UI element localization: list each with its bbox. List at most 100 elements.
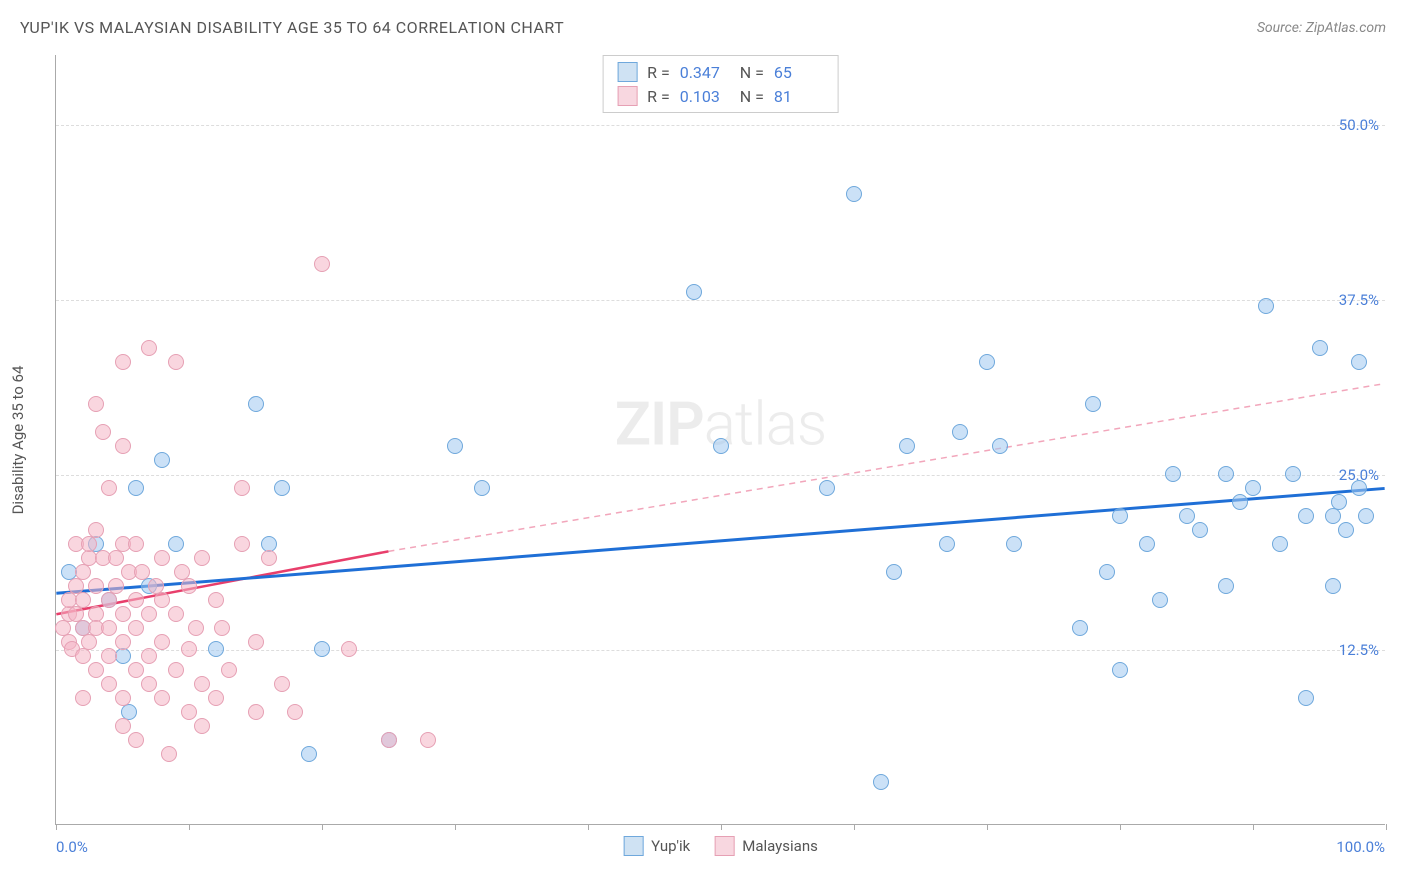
legend-label: Yup'ik — [651, 837, 690, 855]
x-tick — [721, 824, 722, 830]
scatter-point — [154, 634, 170, 650]
scatter-point — [1325, 578, 1341, 594]
scatter-point — [75, 592, 91, 608]
y-axis-title: Disability Age 35 to 64 — [9, 365, 27, 514]
scatter-point — [128, 536, 144, 552]
scatter-point — [1351, 354, 1367, 370]
scatter-point — [75, 690, 91, 706]
scatter-point — [1165, 466, 1181, 482]
scatter-point — [154, 452, 170, 468]
scatter-point — [341, 641, 357, 657]
stats-legend: R =0.347N =65R =0.103N =81 — [602, 55, 839, 113]
scatter-point — [952, 424, 968, 440]
x-max-label: 100.0% — [1336, 838, 1385, 856]
scatter-point — [141, 676, 157, 692]
scatter-point — [188, 620, 204, 636]
gridline — [56, 650, 1385, 651]
scatter-point — [1139, 536, 1155, 552]
scatter-point — [101, 648, 117, 664]
stat-n-value: 65 — [774, 63, 824, 82]
scatter-point — [88, 578, 104, 594]
stat-r-value: 0.347 — [680, 63, 730, 82]
legend-item: Malaysians — [714, 836, 818, 856]
scatter-point — [886, 564, 902, 580]
scatter-point — [261, 550, 277, 566]
legend-label: Malaysians — [742, 837, 818, 855]
legend-swatch — [617, 86, 637, 106]
stats-row: R =0.103N =81 — [617, 84, 824, 108]
scatter-point — [141, 606, 157, 622]
x-tick — [1120, 824, 1121, 830]
stat-r-label: R = — [647, 87, 670, 106]
scatter-point — [88, 522, 104, 538]
scatter-point — [314, 256, 330, 272]
stats-row: R =0.347N =65 — [617, 60, 824, 84]
scatter-point — [141, 648, 157, 664]
scatter-point — [168, 354, 184, 370]
scatter-point — [1351, 480, 1367, 496]
scatter-point — [1245, 480, 1261, 496]
stat-n-label: N = — [740, 63, 764, 82]
scatter-point — [81, 634, 97, 650]
scatter-plot: Disability Age 35 to 64 ZIPatlas R =0.34… — [55, 55, 1385, 825]
scatter-point — [1358, 508, 1374, 524]
scatter-point — [81, 536, 97, 552]
scatter-point — [274, 676, 290, 692]
legend-swatch — [617, 62, 637, 82]
scatter-point — [108, 578, 124, 594]
scatter-point — [1112, 508, 1128, 524]
x-tick — [455, 824, 456, 830]
scatter-point — [314, 641, 330, 657]
scatter-point — [234, 536, 250, 552]
scatter-point — [1232, 494, 1248, 510]
scatter-point — [1179, 508, 1195, 524]
scatter-point — [181, 704, 197, 720]
scatter-point — [101, 676, 117, 692]
scatter-point — [208, 592, 224, 608]
scatter-point — [141, 340, 157, 356]
scatter-point — [1258, 298, 1274, 314]
scatter-point — [115, 438, 131, 454]
scatter-point — [128, 620, 144, 636]
scatter-point — [208, 641, 224, 657]
scatter-point — [899, 438, 915, 454]
x-tick — [1253, 824, 1254, 830]
scatter-point — [1112, 662, 1128, 678]
x-tick — [854, 824, 855, 830]
series-legend: Yup'ik Malaysians — [623, 836, 818, 856]
scatter-point — [234, 480, 250, 496]
y-tick-label: 50.0% — [1339, 116, 1379, 134]
scatter-point — [1272, 536, 1288, 552]
scatter-point — [248, 634, 264, 650]
scatter-point — [248, 704, 264, 720]
scatter-point — [154, 690, 170, 706]
scatter-point — [181, 641, 197, 657]
scatter-point — [115, 718, 131, 734]
scatter-point — [939, 536, 955, 552]
scatter-point — [214, 620, 230, 636]
scatter-point — [115, 690, 131, 706]
watermark-bold: ZIP — [615, 389, 704, 460]
scatter-point — [1298, 690, 1314, 706]
scatter-point — [287, 704, 303, 720]
scatter-point — [274, 480, 290, 496]
scatter-point — [128, 732, 144, 748]
scatter-point — [1085, 396, 1101, 412]
legend-swatch — [623, 836, 643, 856]
scatter-point — [194, 676, 210, 692]
scatter-point — [128, 662, 144, 678]
gridline — [56, 300, 1385, 301]
scatter-point — [168, 536, 184, 552]
scatter-point — [1006, 536, 1022, 552]
scatter-point — [154, 592, 170, 608]
scatter-point — [101, 620, 117, 636]
x-min-label: 0.0% — [56, 838, 88, 856]
scatter-point — [208, 690, 224, 706]
stat-r-value: 0.103 — [680, 87, 730, 106]
scatter-point — [381, 732, 397, 748]
scatter-point — [194, 718, 210, 734]
y-tick-label: 37.5% — [1339, 291, 1379, 309]
scatter-point — [115, 606, 131, 622]
scatter-point — [873, 774, 889, 790]
scatter-point — [447, 438, 463, 454]
